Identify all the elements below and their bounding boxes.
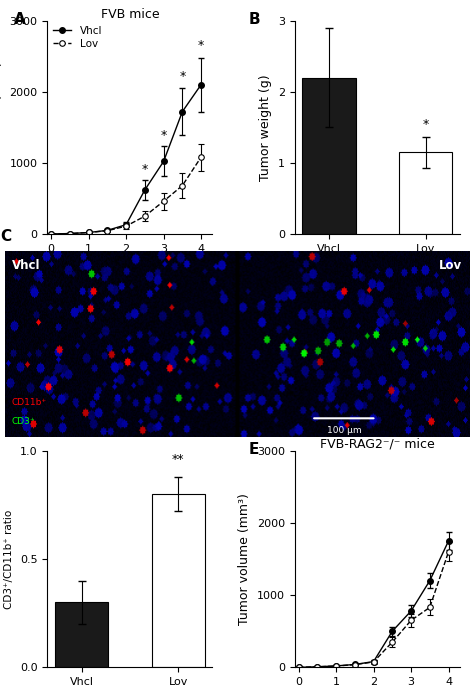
Text: *: *	[422, 118, 429, 131]
Text: C: C	[0, 228, 11, 244]
Text: *: *	[179, 70, 185, 83]
Y-axis label: Tumor volume (mm³): Tumor volume (mm³)	[238, 493, 251, 625]
Text: *: *	[161, 129, 167, 142]
Bar	[399, 152, 452, 234]
Text: *: *	[142, 163, 148, 176]
Text: CD11b⁺: CD11b⁺	[12, 398, 47, 407]
Text: B: B	[249, 12, 260, 27]
Text: *: *	[198, 39, 204, 52]
Text: CD3⁺: CD3⁺	[12, 417, 36, 426]
Title: FVB mice: FVB mice	[100, 8, 159, 21]
Bar	[55, 603, 108, 667]
Y-axis label: Tumor volume (mm³): Tumor volume (mm³)	[0, 61, 4, 193]
Legend: Vhcl, Lov: Vhcl, Lov	[53, 26, 102, 49]
Y-axis label: Tumor weight (g): Tumor weight (g)	[259, 74, 273, 180]
Text: **: **	[172, 453, 184, 466]
Text: A: A	[14, 12, 26, 27]
Text: Lov: Lov	[439, 259, 462, 272]
Title: FVB-RAG2⁻/⁻ mice: FVB-RAG2⁻/⁻ mice	[320, 438, 435, 451]
Text: E: E	[249, 442, 259, 457]
Text: 100 μm: 100 μm	[327, 426, 361, 435]
X-axis label: Time (weeks): Time (weeks)	[88, 259, 172, 272]
Text: Vhcl: Vhcl	[12, 259, 40, 272]
Bar	[152, 494, 205, 667]
Bar	[302, 78, 356, 234]
Y-axis label: CD3⁺/CD11b⁺ ratio: CD3⁺/CD11b⁺ ratio	[4, 509, 15, 609]
